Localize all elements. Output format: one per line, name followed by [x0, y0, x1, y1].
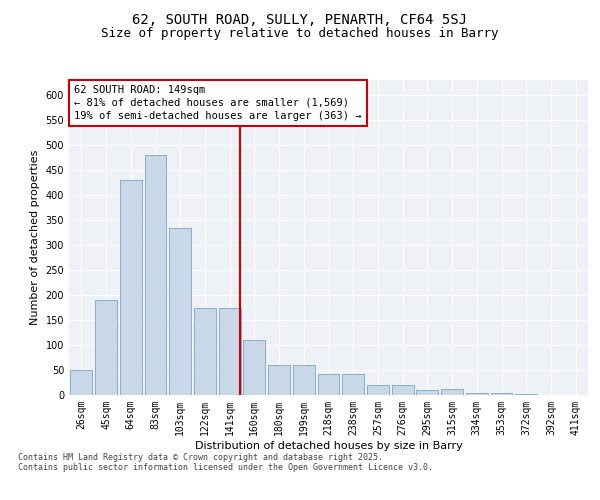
Y-axis label: Number of detached properties: Number of detached properties — [30, 150, 40, 325]
Text: 62, SOUTH ROAD, SULLY, PENARTH, CF64 5SJ: 62, SOUTH ROAD, SULLY, PENARTH, CF64 5SJ — [133, 12, 467, 26]
Bar — [194, 308, 216, 395]
Bar — [392, 385, 413, 395]
Bar — [491, 392, 512, 395]
Text: Contains HM Land Registry data © Crown copyright and database right 2025.: Contains HM Land Registry data © Crown c… — [18, 454, 383, 462]
Bar — [515, 394, 537, 395]
Bar — [145, 155, 166, 395]
Text: Size of property relative to detached houses in Barry: Size of property relative to detached ho… — [101, 28, 499, 40]
Bar — [293, 365, 314, 395]
Text: Contains public sector information licensed under the Open Government Licence v3: Contains public sector information licen… — [18, 464, 433, 472]
Text: 62 SOUTH ROAD: 149sqm
← 81% of detached houses are smaller (1,569)
19% of semi-d: 62 SOUTH ROAD: 149sqm ← 81% of detached … — [74, 84, 362, 121]
Bar — [244, 340, 265, 395]
Bar — [219, 308, 241, 395]
Bar — [317, 374, 340, 395]
Bar — [343, 374, 364, 395]
Bar — [120, 180, 142, 395]
Bar — [367, 385, 389, 395]
Bar — [70, 370, 92, 395]
Bar — [540, 394, 562, 395]
Bar — [169, 228, 191, 395]
Bar — [466, 392, 488, 395]
Bar — [441, 389, 463, 395]
Bar — [95, 300, 117, 395]
Bar — [268, 365, 290, 395]
X-axis label: Distribution of detached houses by size in Barry: Distribution of detached houses by size … — [194, 440, 463, 450]
Bar — [416, 390, 438, 395]
